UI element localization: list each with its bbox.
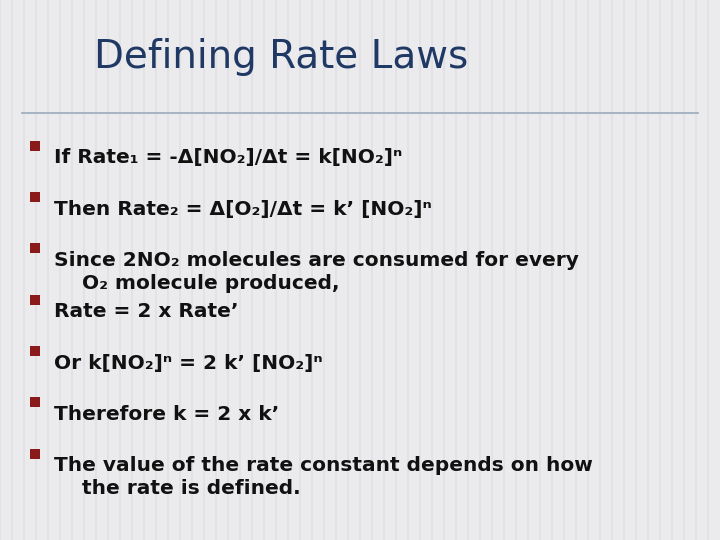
Text: Then Rate₂ = Δ[O₂]/Δt = k’ [NO₂]ⁿ: Then Rate₂ = Δ[O₂]/Δt = k’ [NO₂]ⁿ <box>54 200 432 219</box>
Text: Rate = 2 x Rate’: Rate = 2 x Rate’ <box>54 302 238 321</box>
Text: Therefore k = 2 x k’: Therefore k = 2 x k’ <box>54 405 279 424</box>
Text: Since 2NO₂ molecules are consumed for every
    O₂ molecule produced,: Since 2NO₂ molecules are consumed for ev… <box>54 251 579 293</box>
Text: Defining Rate Laws: Defining Rate Laws <box>94 38 468 76</box>
Text: Or k[NO₂]ⁿ = 2 k’ [NO₂]ⁿ: Or k[NO₂]ⁿ = 2 k’ [NO₂]ⁿ <box>54 354 323 373</box>
Text: The value of the rate constant depends on how
    the rate is defined.: The value of the rate constant depends o… <box>54 456 593 498</box>
Text: If Rate₁ = -Δ[NO₂]/Δt = k[NO₂]ⁿ: If Rate₁ = -Δ[NO₂]/Δt = k[NO₂]ⁿ <box>54 148 402 167</box>
